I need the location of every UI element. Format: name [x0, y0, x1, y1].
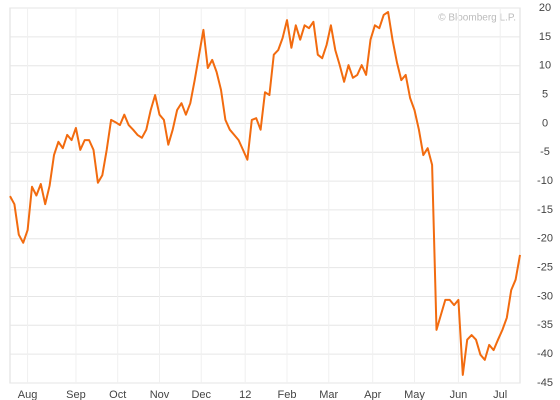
y-tick-label: -35: [537, 319, 553, 331]
y-tick-label: 0: [542, 117, 548, 129]
x-tick-label: 12: [239, 389, 251, 400]
x-tick-label: Apr: [364, 389, 381, 400]
x-tick-label: Jun: [450, 389, 468, 400]
y-tick-label: 15: [539, 31, 551, 43]
x-tick-label: Nov: [150, 389, 170, 400]
x-tick-label: Feb: [277, 389, 296, 400]
x-tick-label: Aug: [18, 389, 38, 400]
y-tick-label: -15: [537, 204, 553, 216]
y-tick-label: 5: [542, 88, 548, 100]
y-tick-label: -5: [540, 146, 550, 158]
x-tick-label: Dec: [191, 389, 211, 400]
watermark: © Bloomberg L.P.: [438, 13, 516, 24]
line: [9, 11, 521, 376]
y-tick-label: 10: [539, 60, 551, 72]
y-tick-label: -45: [537, 377, 553, 389]
x-tick-label: Oct: [109, 389, 126, 400]
y-tick-label: 20: [539, 2, 551, 14]
x-tick-label: Mar: [319, 389, 338, 400]
y-tick-label: -20: [537, 233, 553, 245]
x-tick-label: Jul: [493, 389, 507, 400]
y-tick-label: -10: [537, 175, 553, 187]
y-tick-label: -25: [537, 262, 553, 274]
x-tick-label: Sep: [66, 389, 86, 400]
y-tick-label: -30: [537, 290, 553, 302]
y-tick-label: -40: [537, 348, 553, 360]
x-tick-label: May: [404, 389, 425, 400]
plot-frame: [9, 7, 521, 384]
